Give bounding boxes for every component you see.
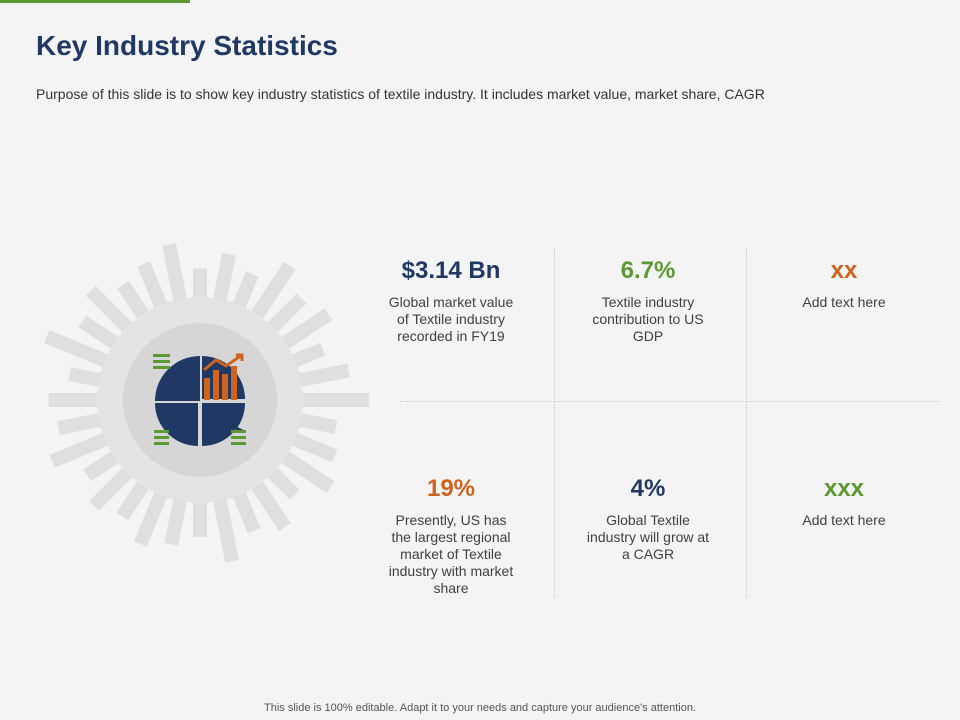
- skyline-building: [57, 413, 102, 436]
- skyline-building: [291, 342, 326, 368]
- skyline-building: [133, 491, 168, 547]
- skyline-building: [232, 271, 259, 309]
- skyline-building: [298, 363, 350, 387]
- skyline-building: [250, 480, 291, 532]
- slide-subtitle: Purpose of this slide is to show key ind…: [36, 86, 765, 102]
- stat-value: 6.7%: [620, 257, 676, 284]
- skyline-building: [78, 315, 120, 350]
- skyline-building: [137, 261, 168, 309]
- skyline-building: [48, 393, 98, 407]
- skyline-building: [85, 285, 133, 333]
- stat-value: 19%: [426, 475, 476, 502]
- stat-value: $3.14 Bn: [401, 257, 501, 284]
- stat-description: Presently, US has the largest regional m…: [388, 512, 514, 596]
- skyline-building: [232, 491, 261, 534]
- city-circle-illustration: [44, 242, 369, 563]
- skyline-building: [213, 252, 236, 302]
- skyline-building: [193, 268, 207, 298]
- stat-description: Add text here: [802, 294, 886, 310]
- skyline-building: [267, 467, 300, 500]
- stat-value: 4%: [630, 475, 666, 502]
- skyline-building: [164, 498, 187, 546]
- skyline-building: [291, 432, 338, 463]
- city-skyline-ring: [44, 242, 369, 563]
- skyline-building: [267, 293, 307, 333]
- pie-chart-bar-chart-icon: [153, 353, 246, 446]
- skyline-building: [88, 467, 133, 512]
- stat-value: xx: [830, 257, 858, 284]
- stat-gdp-contribution: 6.7% Textile industry contribution to US…: [563, 256, 733, 345]
- skyline-building: [49, 432, 109, 468]
- skyline-building: [68, 367, 102, 387]
- slide-title: Key Industry Statistics: [36, 30, 338, 61]
- stat-placeholder-xx: xx Add text here: [759, 256, 929, 311]
- skyline-building: [250, 261, 296, 320]
- stat-placeholder-xxx: xxx Add text here: [759, 474, 929, 529]
- skyline-building: [280, 308, 333, 350]
- stat-description: Global Textile industry will grow at a C…: [586, 512, 710, 562]
- stat-value: xxx: [823, 475, 865, 502]
- skyline-building: [301, 393, 369, 407]
- skyline-building: [213, 498, 239, 563]
- accent-bar: [0, 0, 190, 3]
- skyline-building: [117, 280, 150, 320]
- stat-description: Global market value of Textile industry …: [388, 294, 514, 344]
- footer-note: This slide is 100% editable. Adapt it to…: [264, 702, 696, 714]
- stat-market-value: $3.14 Bn Global market value of Textile …: [366, 256, 536, 345]
- stat-cagr: 4% Global Textile industry will grow at …: [563, 474, 733, 563]
- grid-divider-vertical-2: [746, 248, 747, 598]
- grid-divider-horizontal: [400, 401, 940, 402]
- skyline-building: [193, 502, 207, 538]
- stat-description: Add text here: [802, 512, 886, 528]
- grid-divider-vertical-1: [554, 248, 555, 598]
- skyline-building: [280, 450, 335, 494]
- skyline-building: [44, 330, 109, 368]
- stat-market-share: 19% Presently, US has the largest region…: [366, 474, 536, 597]
- skyline-building: [162, 242, 187, 302]
- stat-description: Textile industry contribution to US GDP: [592, 294, 704, 344]
- skyline-building: [83, 450, 120, 482]
- skyline-building: [298, 413, 338, 434]
- skyline-building: [116, 480, 150, 521]
